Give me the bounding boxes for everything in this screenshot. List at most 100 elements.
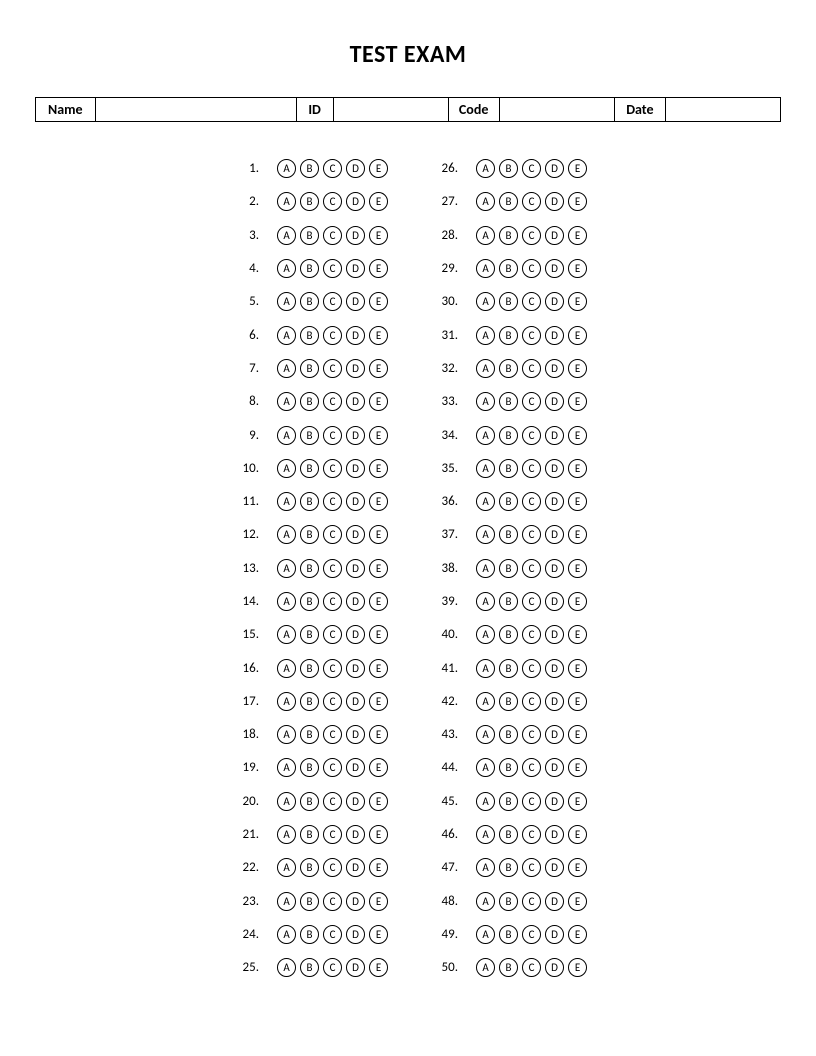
- answer-bubble-a[interactable]: A: [476, 625, 495, 644]
- answer-bubble-b[interactable]: B: [300, 892, 319, 911]
- answer-bubble-a[interactable]: A: [277, 659, 296, 678]
- answer-bubble-a[interactable]: A: [476, 392, 495, 411]
- answer-bubble-d[interactable]: D: [545, 892, 564, 911]
- answer-bubble-e[interactable]: E: [369, 525, 388, 544]
- answer-bubble-a[interactable]: A: [277, 292, 296, 311]
- answer-bubble-c[interactable]: C: [323, 792, 342, 811]
- answer-bubble-e[interactable]: E: [568, 792, 587, 811]
- answer-bubble-c[interactable]: C: [323, 192, 342, 211]
- answer-bubble-b[interactable]: B: [499, 692, 518, 711]
- answer-bubble-d[interactable]: D: [545, 259, 564, 278]
- answer-bubble-e[interactable]: E: [369, 958, 388, 977]
- answer-bubble-b[interactable]: B: [499, 492, 518, 511]
- answer-bubble-b[interactable]: B: [300, 226, 319, 245]
- answer-bubble-b[interactable]: B: [300, 725, 319, 744]
- answer-bubble-e[interactable]: E: [568, 659, 587, 678]
- answer-bubble-b[interactable]: B: [499, 592, 518, 611]
- answer-bubble-e[interactable]: E: [369, 692, 388, 711]
- answer-bubble-c[interactable]: C: [323, 825, 342, 844]
- answer-bubble-d[interactable]: D: [545, 659, 564, 678]
- answer-bubble-d[interactable]: D: [545, 958, 564, 977]
- answer-bubble-b[interactable]: B: [499, 426, 518, 445]
- answer-bubble-a[interactable]: A: [476, 758, 495, 777]
- answer-bubble-c[interactable]: C: [522, 858, 541, 877]
- answer-bubble-b[interactable]: B: [300, 192, 319, 211]
- answer-bubble-e[interactable]: E: [568, 392, 587, 411]
- answer-bubble-a[interactable]: A: [277, 625, 296, 644]
- answer-bubble-d[interactable]: D: [545, 525, 564, 544]
- id-field[interactable]: [333, 98, 448, 122]
- answer-bubble-e[interactable]: E: [369, 559, 388, 578]
- answer-bubble-e[interactable]: E: [568, 426, 587, 445]
- answer-bubble-c[interactable]: C: [522, 259, 541, 278]
- answer-bubble-d[interactable]: D: [545, 192, 564, 211]
- answer-bubble-b[interactable]: B: [300, 492, 319, 511]
- answer-bubble-e[interactable]: E: [568, 492, 587, 511]
- answer-bubble-b[interactable]: B: [499, 792, 518, 811]
- answer-bubble-c[interactable]: C: [522, 392, 541, 411]
- answer-bubble-d[interactable]: D: [346, 592, 365, 611]
- answer-bubble-c[interactable]: C: [522, 725, 541, 744]
- answer-bubble-a[interactable]: A: [277, 459, 296, 478]
- answer-bubble-c[interactable]: C: [522, 192, 541, 211]
- answer-bubble-b[interactable]: B: [499, 559, 518, 578]
- answer-bubble-c[interactable]: C: [522, 326, 541, 345]
- answer-bubble-c[interactable]: C: [522, 892, 541, 911]
- answer-bubble-e[interactable]: E: [568, 592, 587, 611]
- answer-bubble-c[interactable]: C: [522, 426, 541, 445]
- answer-bubble-c[interactable]: C: [323, 592, 342, 611]
- answer-bubble-b[interactable]: B: [499, 226, 518, 245]
- answer-bubble-e[interactable]: E: [568, 159, 587, 178]
- answer-bubble-b[interactable]: B: [499, 758, 518, 777]
- answer-bubble-c[interactable]: C: [522, 159, 541, 178]
- answer-bubble-c[interactable]: C: [522, 559, 541, 578]
- answer-bubble-e[interactable]: E: [369, 925, 388, 944]
- answer-bubble-e[interactable]: E: [369, 858, 388, 877]
- answer-bubble-b[interactable]: B: [300, 359, 319, 378]
- answer-bubble-d[interactable]: D: [346, 659, 365, 678]
- answer-bubble-a[interactable]: A: [277, 825, 296, 844]
- answer-bubble-c[interactable]: C: [323, 359, 342, 378]
- answer-bubble-b[interactable]: B: [300, 426, 319, 445]
- answer-bubble-a[interactable]: A: [277, 492, 296, 511]
- answer-bubble-b[interactable]: B: [499, 192, 518, 211]
- answer-bubble-e[interactable]: E: [568, 825, 587, 844]
- answer-bubble-a[interactable]: A: [277, 958, 296, 977]
- answer-bubble-e[interactable]: E: [568, 958, 587, 977]
- answer-bubble-d[interactable]: D: [346, 459, 365, 478]
- answer-bubble-b[interactable]: B: [300, 259, 319, 278]
- answer-bubble-c[interactable]: C: [522, 659, 541, 678]
- answer-bubble-a[interactable]: A: [476, 692, 495, 711]
- answer-bubble-e[interactable]: E: [369, 625, 388, 644]
- answer-bubble-e[interactable]: E: [568, 192, 587, 211]
- answer-bubble-a[interactable]: A: [277, 259, 296, 278]
- answer-bubble-d[interactable]: D: [545, 625, 564, 644]
- answer-bubble-b[interactable]: B: [300, 292, 319, 311]
- answer-bubble-c[interactable]: C: [323, 892, 342, 911]
- answer-bubble-e[interactable]: E: [369, 359, 388, 378]
- answer-bubble-b[interactable]: B: [499, 858, 518, 877]
- answer-bubble-e[interactable]: E: [369, 892, 388, 911]
- answer-bubble-c[interactable]: C: [522, 625, 541, 644]
- answer-bubble-b[interactable]: B: [300, 592, 319, 611]
- answer-bubble-b[interactable]: B: [499, 892, 518, 911]
- answer-bubble-b[interactable]: B: [499, 326, 518, 345]
- answer-bubble-a[interactable]: A: [277, 758, 296, 777]
- answer-bubble-b[interactable]: B: [499, 925, 518, 944]
- answer-bubble-a[interactable]: A: [476, 725, 495, 744]
- answer-bubble-e[interactable]: E: [369, 259, 388, 278]
- answer-bubble-d[interactable]: D: [346, 559, 365, 578]
- answer-bubble-c[interactable]: C: [323, 659, 342, 678]
- answer-bubble-c[interactable]: C: [323, 226, 342, 245]
- answer-bubble-d[interactable]: D: [346, 492, 365, 511]
- answer-bubble-e[interactable]: E: [568, 326, 587, 345]
- answer-bubble-b[interactable]: B: [300, 758, 319, 777]
- answer-bubble-c[interactable]: C: [323, 392, 342, 411]
- answer-bubble-d[interactable]: D: [545, 758, 564, 777]
- answer-bubble-a[interactable]: A: [476, 592, 495, 611]
- answer-bubble-a[interactable]: A: [476, 159, 495, 178]
- answer-bubble-a[interactable]: A: [476, 359, 495, 378]
- answer-bubble-a[interactable]: A: [277, 392, 296, 411]
- answer-bubble-d[interactable]: D: [545, 459, 564, 478]
- answer-bubble-b[interactable]: B: [300, 326, 319, 345]
